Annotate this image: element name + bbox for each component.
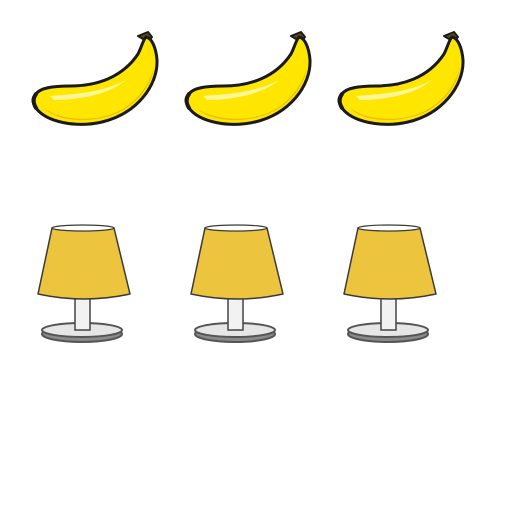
banana-icon [336, 28, 468, 128]
lamp-icon [189, 222, 285, 350]
banana-icon [30, 28, 162, 128]
lamp-icon [36, 222, 132, 350]
banana-icon [183, 28, 315, 128]
banana-row [0, 28, 512, 132]
lamp-icon [342, 222, 438, 350]
lamp-row [0, 222, 512, 352]
